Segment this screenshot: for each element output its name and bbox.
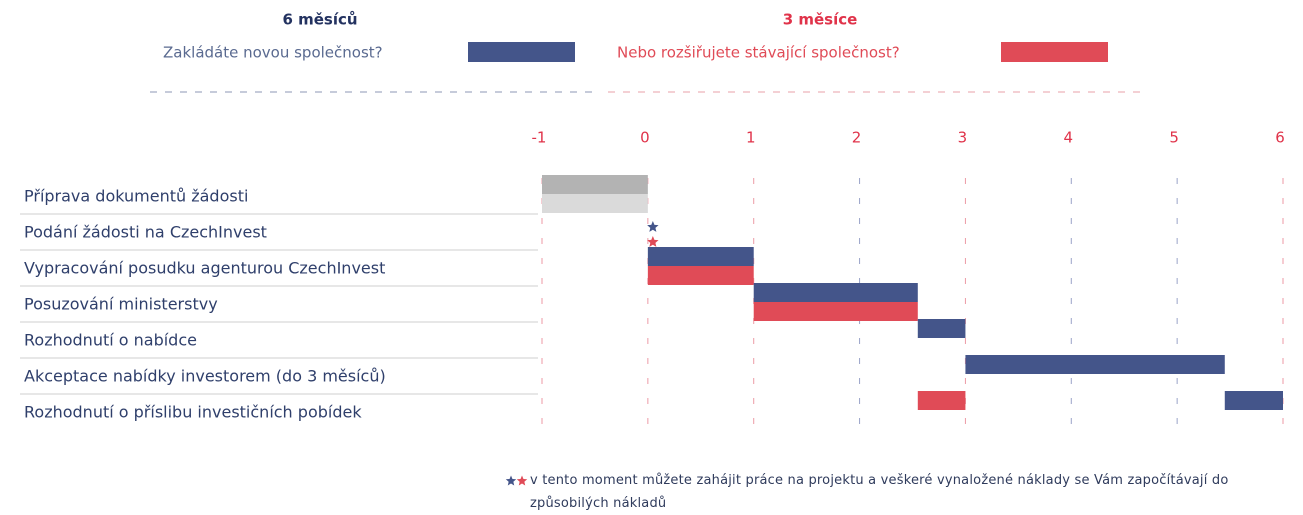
x-tick-label: 1: [746, 129, 756, 147]
gantt-bar: [917, 319, 966, 338]
note-star: [516, 475, 528, 486]
x-tick-label: 0: [640, 129, 650, 147]
x-tick-label: 4: [1064, 129, 1074, 147]
legend-swatch: [468, 42, 575, 62]
task-label: Příprava dokumentů žádosti: [24, 187, 248, 206]
task-label: Rozhodnutí o nabídce: [24, 331, 197, 350]
gantt-bar: [753, 283, 918, 302]
task-label: Podání žádosti na CzechInvest: [24, 223, 267, 242]
x-tick-label: 5: [1169, 129, 1179, 147]
note-star: [505, 475, 517, 486]
x-tick-label: 6: [1275, 129, 1285, 147]
gantt-bar: [647, 247, 754, 266]
gantt-bar: [542, 194, 648, 213]
task-label: Rozhodnutí o příslibu investičních pobíd…: [24, 403, 362, 422]
legend-label: Nebo rozšiřujete stávající společnost?: [617, 44, 900, 62]
gantt-bar: [917, 391, 966, 410]
x-tick-label: 3: [958, 129, 968, 147]
task-label: Posuzování ministerstvy: [24, 295, 218, 314]
milestone-star: [647, 236, 659, 247]
legend-swatch: [1001, 42, 1108, 62]
gantt-bar: [542, 175, 648, 194]
legend-duration: 3 měsíce: [783, 11, 858, 29]
gantt-bar: [753, 302, 918, 321]
gantt-bar: [965, 355, 1225, 374]
legend-label: Zakládáte novou společnost?: [163, 44, 383, 62]
legend-duration: 6 měsíců: [282, 11, 357, 29]
task-label: Akceptace nabídky investorem (do 3 měsíc…: [24, 367, 386, 386]
gantt-bar: [647, 266, 754, 285]
milestone-star: [647, 221, 659, 232]
x-tick-label: 2: [852, 129, 862, 147]
task-label: Vypracování posudku agenturou CzechInves…: [24, 259, 385, 278]
x-tick-label: -1: [532, 129, 547, 147]
gantt-bar: [1224, 391, 1283, 410]
footnote: v tento moment můžete zahájit práce na p…: [530, 473, 1229, 511]
